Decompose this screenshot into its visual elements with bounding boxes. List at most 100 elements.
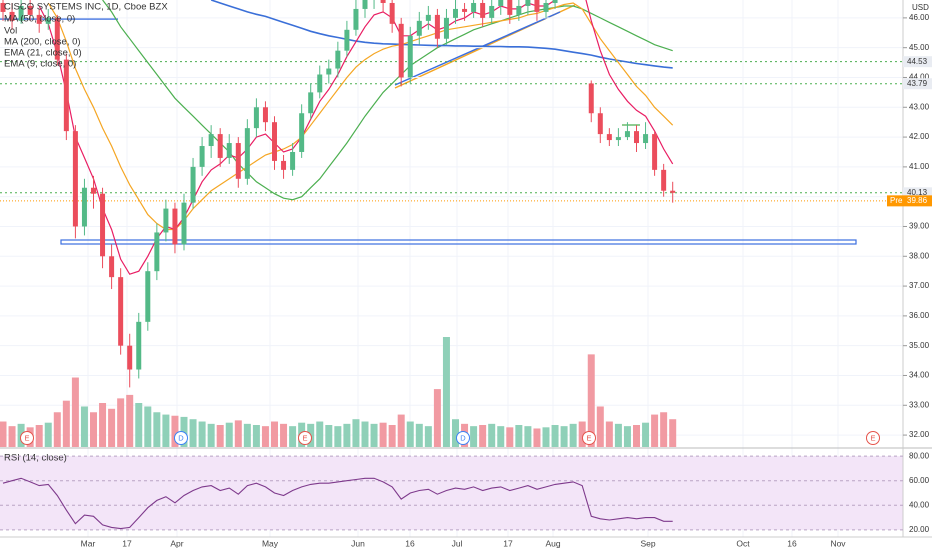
- event-label: E: [870, 433, 875, 442]
- candle-body: [109, 256, 115, 278]
- y-tick-label: 60.00: [909, 476, 930, 485]
- volume-bar: [515, 425, 523, 447]
- candle-body: [443, 17, 449, 39]
- volume-bar: [126, 394, 134, 447]
- volume-bar: [361, 421, 369, 447]
- x-tick-label: Mar: [81, 538, 96, 548]
- x-tick-label: May: [262, 538, 279, 548]
- candle-body: [36, 14, 42, 24]
- candle-body: [262, 107, 268, 123]
- candle-body: [552, 0, 558, 3]
- x-tick-label: 16: [405, 538, 415, 548]
- volume-bar: [560, 426, 568, 447]
- volume-bar: [280, 423, 288, 447]
- candle-body: [416, 20, 422, 36]
- y-tick-label: 40.00: [909, 500, 930, 509]
- price-label: 43.79: [907, 79, 928, 88]
- volume-bar: [506, 427, 514, 447]
- volume-bar: [470, 426, 478, 447]
- volume-bar: [90, 412, 97, 447]
- rsi-title: RSI (14, close): [4, 453, 67, 464]
- y-tick-label: 80.00: [909, 451, 930, 460]
- volume-bar: [587, 354, 595, 447]
- volume-bar: [261, 426, 269, 447]
- volume-bar: [578, 421, 586, 447]
- rsi-pane: [0, 456, 903, 530]
- candle-body: [81, 187, 87, 227]
- x-tick-label: Aug: [545, 538, 560, 548]
- candle-body: [27, 5, 33, 15]
- price-label: 44.53: [907, 57, 928, 66]
- y-tick-label: 44.00: [909, 73, 930, 82]
- volume-bar: [144, 406, 152, 447]
- candle-body: [453, 8, 458, 18]
- volume-bar: [642, 422, 650, 447]
- candle-body: [190, 166, 196, 203]
- premarket-label-bg: [887, 195, 932, 207]
- candle-body: [54, 17, 60, 60]
- volume-bar: [271, 421, 278, 447]
- candle-body: [434, 14, 440, 39]
- price-label-bg: [903, 78, 932, 90]
- candle-body: [72, 131, 78, 227]
- event-marker: [866, 431, 880, 445]
- candle-body: [199, 146, 205, 167]
- candle-body: [425, 14, 431, 21]
- y-tick-label: 39.00: [909, 222, 930, 231]
- volume-bar: [524, 426, 532, 447]
- candle-body: [534, 0, 540, 12]
- volume-bar: [8, 426, 16, 447]
- candle-body: [516, 5, 522, 15]
- y-tick-label: 45.00: [909, 43, 930, 52]
- y-tick-label: 46.00: [909, 13, 930, 22]
- volume-bar: [388, 425, 396, 447]
- volume-bar: [542, 427, 550, 447]
- volume-bar: [452, 419, 459, 447]
- candle-body: [597, 113, 603, 135]
- y-tick-label: 41.00: [909, 162, 930, 171]
- volume-bar: [234, 420, 242, 447]
- y-tick-label: 32.00: [909, 430, 930, 439]
- volume-bar: [252, 425, 260, 447]
- candle-body: [290, 151, 296, 170]
- volume-bar: [605, 421, 613, 447]
- candle-body: [118, 277, 124, 346]
- volume-bar: [189, 419, 197, 447]
- candle-body: [362, 0, 368, 9]
- volume-bar: [207, 423, 215, 447]
- volume-bar: [198, 421, 206, 447]
- event-label: D: [460, 433, 466, 442]
- candle-body: [317, 74, 323, 93]
- candle-body: [63, 59, 69, 132]
- volume-bar: [153, 412, 161, 447]
- candle-body: [543, 2, 549, 12]
- volume-bar: [343, 423, 351, 447]
- volume-bar: [0, 421, 7, 447]
- trend-line: [394, 11, 561, 86]
- event-marker: [298, 431, 312, 445]
- volume-bar: [53, 412, 61, 447]
- volume-bar: [614, 423, 622, 447]
- premarket-name: Pre: [890, 196, 903, 205]
- candle-body: [407, 35, 413, 78]
- x-tick-label: 17: [503, 538, 513, 548]
- volume-bar: [442, 337, 450, 447]
- y-tick-label: 38.00: [909, 251, 930, 260]
- volume-bar: [216, 425, 224, 447]
- volume-bar: [225, 422, 233, 447]
- volume-bar: [289, 426, 297, 447]
- event-marker: [456, 431, 470, 445]
- x-tick-label: Jun: [351, 538, 365, 548]
- price-label-bg: [903, 56, 932, 68]
- event-label: E: [24, 433, 29, 442]
- price-label: 40.13: [907, 188, 928, 197]
- event-marker: [20, 431, 34, 445]
- candle-body: [217, 134, 223, 158]
- premarket-label: 39.86: [907, 196, 928, 205]
- legend-item: EMA (21, close, 0): [4, 48, 82, 59]
- volume-bar: [99, 403, 107, 447]
- x-tick-label: 16: [787, 538, 797, 548]
- candle-body: [272, 122, 277, 161]
- legend-item: MA (50, close, 0): [4, 14, 75, 25]
- candle-body: [624, 131, 630, 138]
